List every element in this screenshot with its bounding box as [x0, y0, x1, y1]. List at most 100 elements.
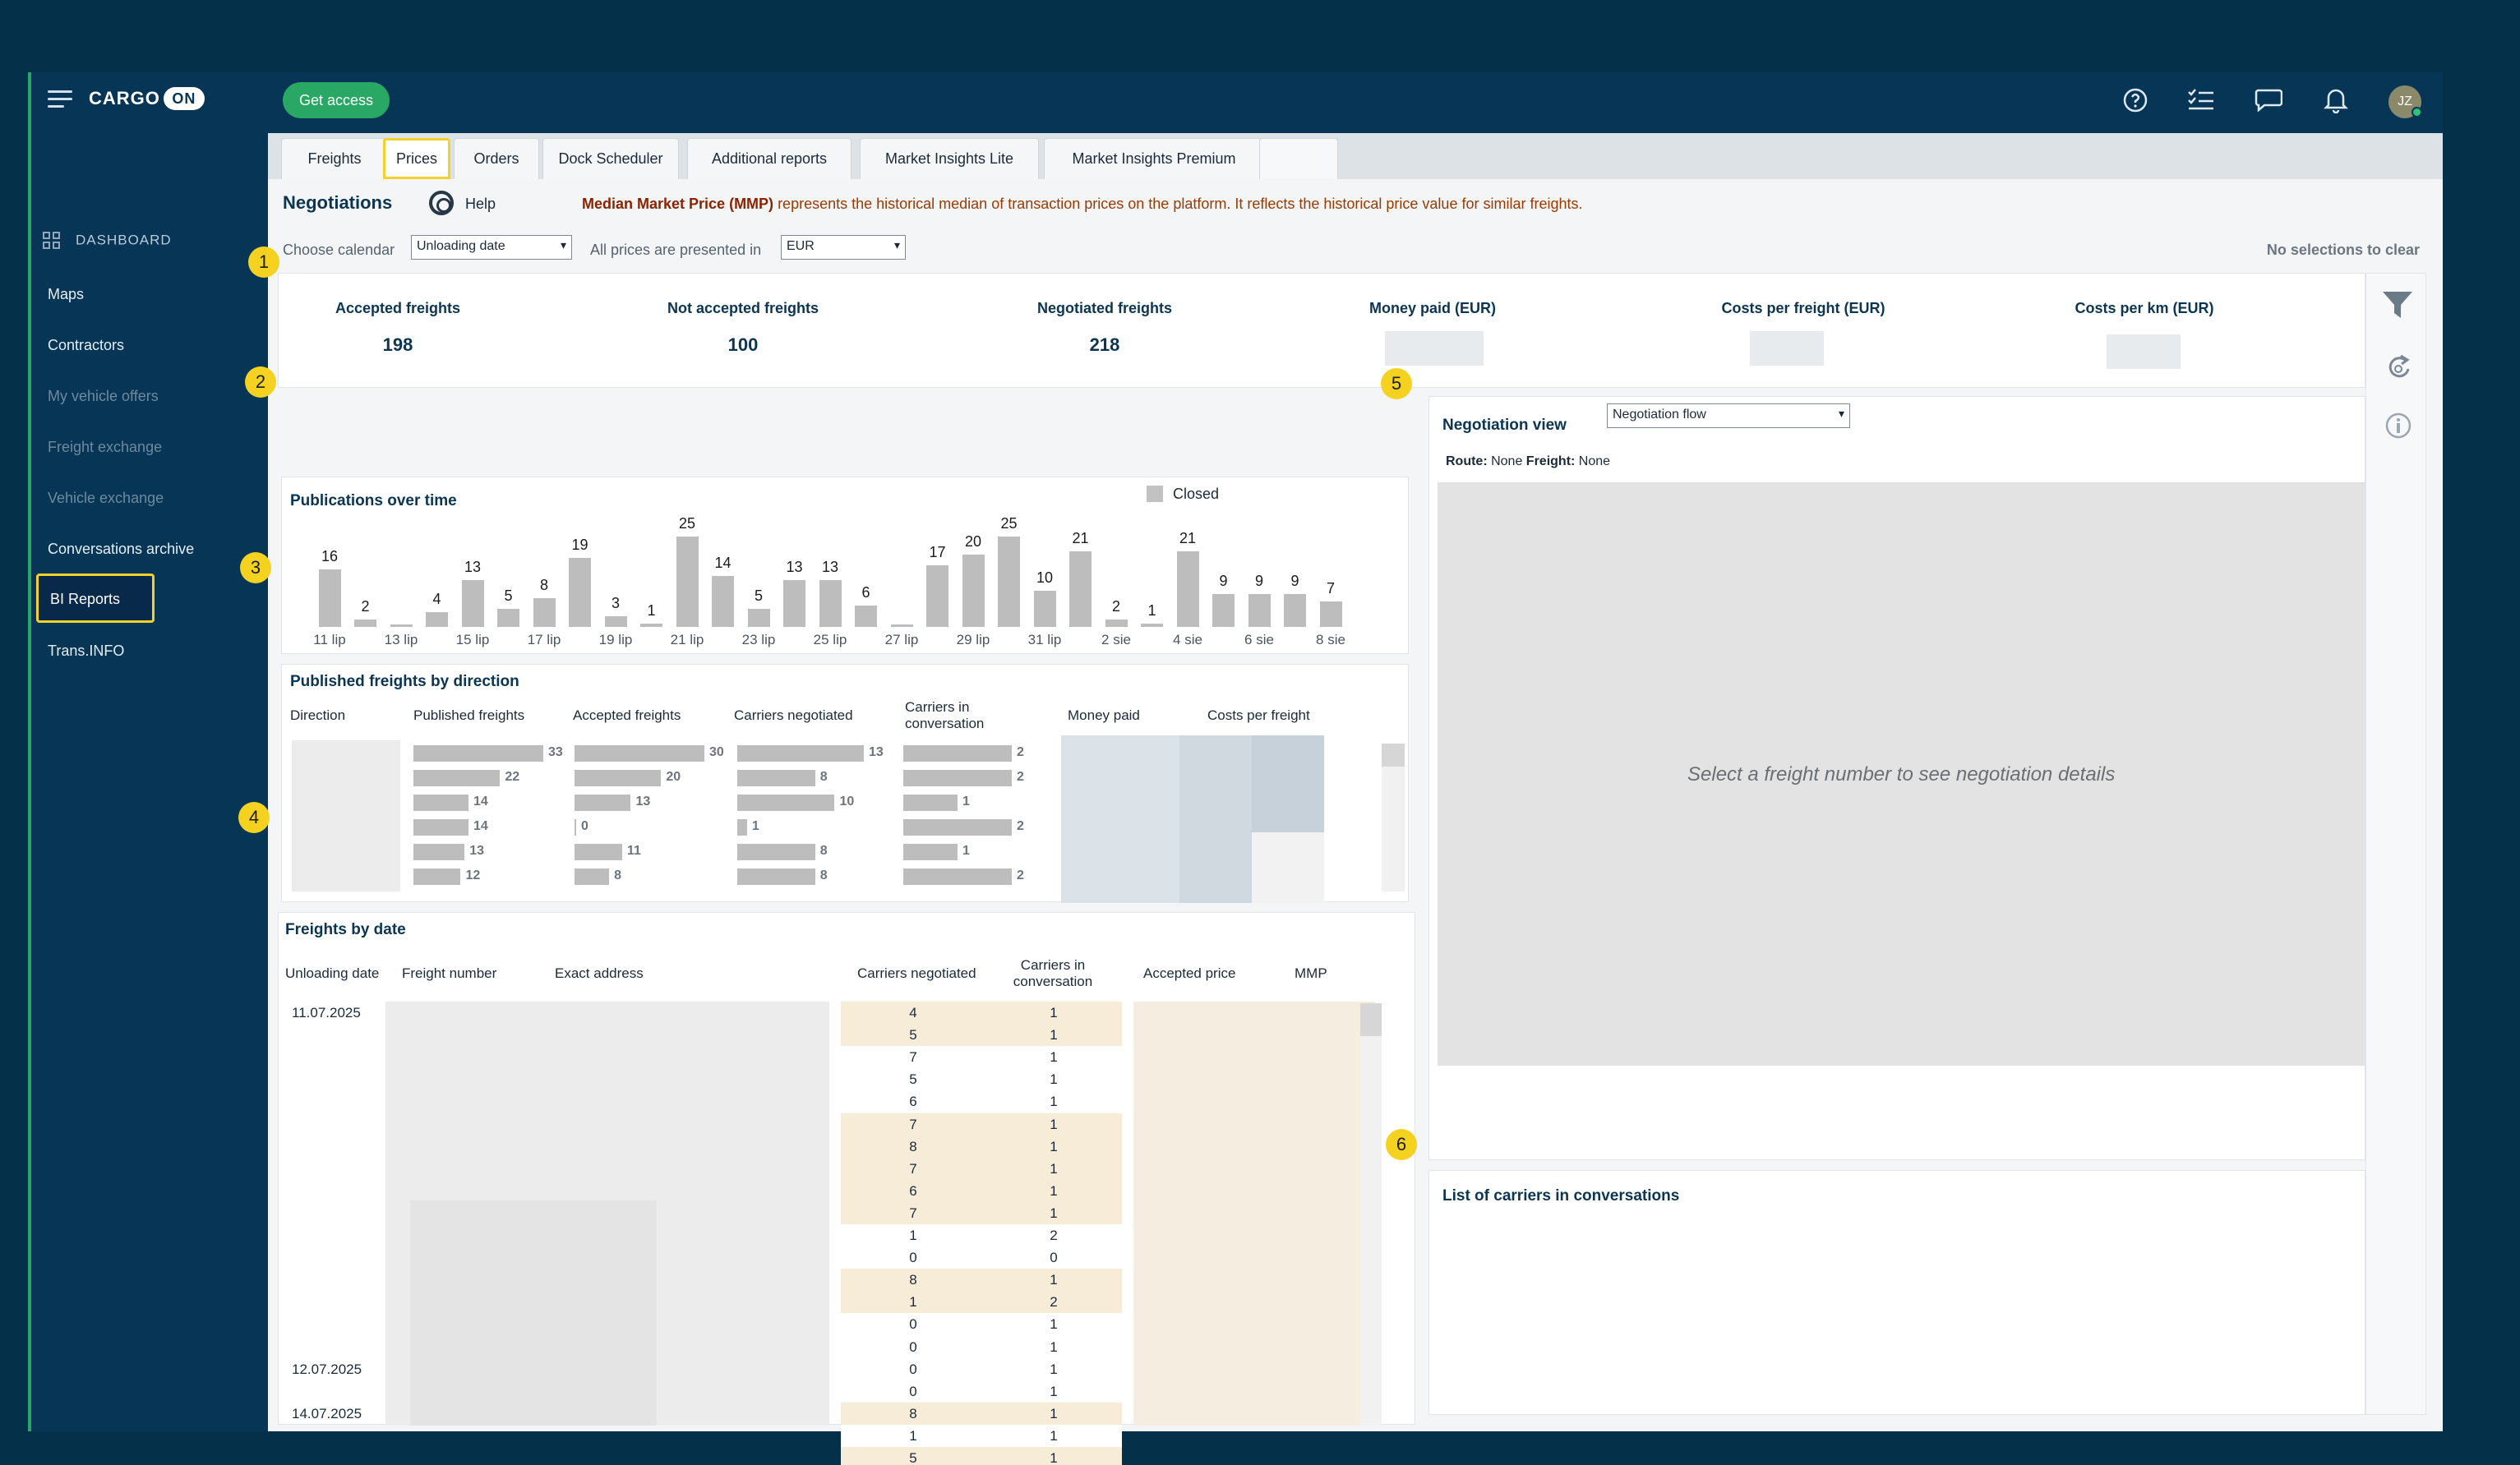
- direction-bar-accepted[interactable]: [575, 868, 610, 885]
- publication-bar[interactable]: [998, 537, 1020, 627]
- unloading-date-cell[interactable]: 11.07.2025: [292, 1005, 361, 1020]
- reload-icon[interactable]: [2384, 352, 2412, 380]
- direction-bar-accepted[interactable]: [575, 819, 576, 836]
- publication-bar[interactable]: [676, 537, 699, 627]
- direction-scrollbar-thumb[interactable]: [1382, 744, 1405, 767]
- publication-bar[interactable]: [569, 558, 591, 627]
- col-mmp[interactable]: MMP: [1295, 965, 1327, 981]
- sidebar-item-vehicle-exchange[interactable]: Vehicle exchange: [48, 490, 164, 506]
- col-conversation[interactable]: Carriers in conversation: [905, 699, 985, 731]
- tab-additional-reports[interactable]: Additional reports: [687, 138, 852, 179]
- publication-bar[interactable]: [640, 623, 662, 627]
- col-negotiated[interactable]: Carriers negotiated: [734, 707, 853, 723]
- tab-freights[interactable]: Freights: [281, 138, 388, 179]
- no-selections-to-clear[interactable]: No selections to clear: [2266, 242, 2420, 258]
- col-money-paid[interactable]: Money paid: [1068, 707, 1140, 723]
- publication-bar[interactable]: [1105, 620, 1128, 627]
- direction-bar-accepted[interactable]: [575, 844, 622, 860]
- direction-bar-negotiated[interactable]: [737, 868, 815, 885]
- hamburger-menu-icon[interactable]: [48, 90, 72, 108]
- info-icon[interactable]: [2384, 412, 2412, 440]
- direction-bar-accepted[interactable]: [575, 795, 631, 811]
- sidebar-item-bi-reports[interactable]: BI Reports: [36, 574, 155, 623]
- direction-bar-accepted[interactable]: [575, 770, 662, 786]
- publication-bar[interactable]: [497, 609, 519, 627]
- direction-bar-conversation[interactable]: [903, 745, 1012, 762]
- sidebar-item-my-vehicle-offers[interactable]: My vehicle offers: [48, 388, 159, 404]
- get-access-button[interactable]: Get access: [283, 82, 390, 118]
- freights-scrollbar[interactable]: [1360, 1003, 1382, 1426]
- direction-bar-negotiated[interactable]: [737, 844, 815, 860]
- col-accepted-price[interactable]: Accepted price: [1143, 965, 1236, 981]
- sidebar-item-trans-info[interactable]: Trans.INFO: [48, 643, 125, 659]
- publication-bar[interactable]: [1284, 594, 1306, 627]
- tab-empty[interactable]: [1259, 138, 1338, 179]
- unloading-date-cell[interactable]: 12.07.2025: [292, 1361, 362, 1377]
- publication-bar[interactable]: [747, 609, 770, 627]
- publication-bar[interactable]: [962, 555, 985, 627]
- direction-bar-conversation[interactable]: [903, 868, 1012, 885]
- direction-bar-conversation[interactable]: [903, 770, 1012, 786]
- currency-dropdown[interactable]: EUR: [781, 235, 906, 260]
- direction-bar-negotiated[interactable]: [737, 819, 747, 836]
- calendar-dropdown[interactable]: Unloading date: [411, 235, 572, 260]
- direction-bar-published[interactable]: [413, 844, 465, 860]
- cargoon-logo[interactable]: CARGO ON: [89, 87, 205, 110]
- sidebar-item-contractors[interactable]: Contractors: [48, 337, 125, 353]
- publication-bar[interactable]: [855, 605, 877, 627]
- publication-bar[interactable]: [926, 565, 948, 627]
- unloading-date-cell[interactable]: 14.07.2025: [292, 1405, 362, 1421]
- col-unloading-date[interactable]: Unloading date: [285, 965, 380, 981]
- checklist-icon[interactable]: [2186, 87, 2216, 117]
- direction-bar-published[interactable]: [413, 770, 501, 786]
- direction-bar-conversation[interactable]: [903, 819, 1012, 836]
- direction-bar-negotiated[interactable]: [737, 795, 835, 811]
- help-circle-icon[interactable]: [2121, 87, 2150, 117]
- freights-scrollbar-thumb[interactable]: [1360, 1003, 1382, 1036]
- publication-bar[interactable]: [533, 597, 556, 627]
- direction-bar-published[interactable]: [413, 868, 461, 885]
- publication-bar[interactable]: [1033, 591, 1056, 627]
- publication-bar[interactable]: [819, 579, 842, 627]
- col-freight-number[interactable]: Freight number: [402, 965, 497, 981]
- tab-dock-scheduler[interactable]: Dock Scheduler: [542, 138, 679, 179]
- publication-bar[interactable]: [390, 624, 413, 627]
- direction-bar-conversation[interactable]: [903, 844, 958, 860]
- publication-bar[interactable]: [890, 624, 913, 627]
- filter-icon[interactable]: [2381, 288, 2414, 321]
- publication-bar[interactable]: [461, 579, 484, 627]
- sidebar-item-dashboard[interactable]: DASHBOARD: [43, 232, 172, 250]
- direction-scrollbar[interactable]: [1382, 744, 1405, 891]
- col-costs-per-freight[interactable]: Costs per freight: [1207, 707, 1310, 723]
- direction-bar-negotiated[interactable]: [737, 770, 815, 786]
- tab-prices[interactable]: Prices: [383, 138, 450, 179]
- col-direction[interactable]: Direction: [290, 707, 346, 723]
- publication-bar[interactable]: [1248, 594, 1271, 627]
- publication-bar[interactable]: [1319, 601, 1342, 627]
- legend-closed-label[interactable]: Closed: [1173, 486, 1220, 502]
- publication-bar[interactable]: [1212, 594, 1235, 627]
- col-published[interactable]: Published freights: [413, 707, 525, 723]
- negotiation-flow-dropdown[interactable]: Negotiation flow: [1607, 403, 1850, 428]
- direction-bar-negotiated[interactable]: [737, 745, 864, 762]
- publication-bar[interactable]: [1069, 551, 1092, 627]
- col-accepted[interactable]: Accepted freights: [573, 707, 681, 723]
- direction-bar-published[interactable]: [413, 745, 543, 762]
- publication-bar[interactable]: [354, 620, 376, 627]
- col-carriers-negotiated[interactable]: Carriers negotiated: [857, 965, 976, 981]
